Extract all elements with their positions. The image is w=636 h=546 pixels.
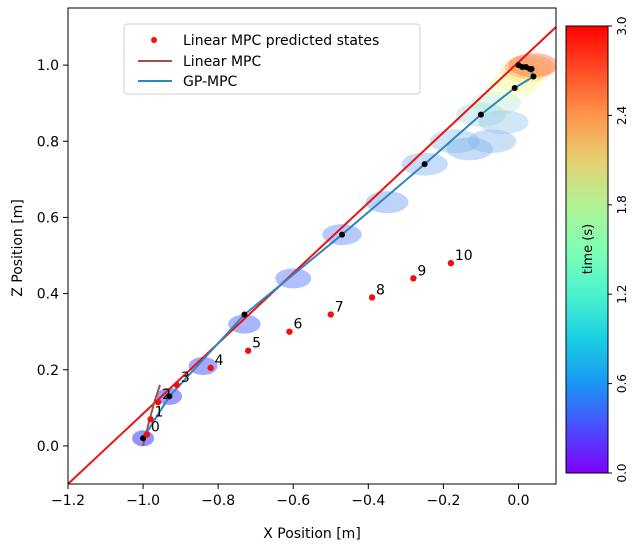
predicted-state-label: 3: [181, 370, 190, 386]
colorbar-tick-label: 0.6: [615, 374, 629, 393]
uncertainty-ellipse: [446, 137, 493, 161]
predicted-state-point: [410, 275, 417, 282]
predicted-state-label: 8: [376, 282, 385, 298]
predicted-state-point: [286, 328, 293, 335]
legend-marker-predicted-states: [151, 37, 157, 43]
predicted-state-label: 6: [293, 317, 302, 333]
predicted-state-label: 7: [335, 300, 344, 316]
plot-frame: [67, 7, 557, 485]
gp-mpc-point: [515, 62, 522, 69]
gp-mpc-point: [166, 393, 173, 400]
colorbar-tick-label: 1.2: [615, 285, 629, 304]
legend-label-gp-mpc: GP-MPC: [183, 74, 238, 90]
gp-mpc-point: [511, 84, 518, 91]
predicted-state-point: [143, 431, 151, 438]
colorbar-gradient: [565, 25, 609, 474]
predicted-state-point: [207, 364, 214, 372]
predicted-state-label: 0: [151, 419, 160, 435]
predicted-state-point: [447, 259, 455, 267]
gp-mpc-point: [339, 231, 346, 238]
y-axis-ticks: 0.0 0.2 0.4 0.6 0.8 1.0: [37, 58, 68, 455]
legend-box: [123, 23, 421, 95]
predicted-state-point: [327, 311, 334, 318]
colorbar-tick-label: 1.8: [615, 195, 629, 214]
predicted-state-label: 2: [162, 387, 171, 403]
predicted-state-point: [244, 347, 252, 354]
uncertainty-ellipse: [478, 110, 529, 135]
predicted-state-point: [173, 381, 181, 389]
colorbar: 0.0 0.6 1.2 1.8 2.4 3.0 time (s): [565, 16, 629, 483]
gp-mpc-markers: [140, 62, 537, 442]
gp-mpc-point: [421, 161, 428, 168]
y-tick-label: 0.8: [37, 134, 59, 150]
x-tick-label: −0.8: [201, 493, 235, 509]
legend-label-linear-mpc: Linear MPC: [183, 54, 261, 70]
gp-mpc-point: [530, 73, 537, 80]
legend: Linear MPC predicted states Linear MPC G…: [123, 23, 421, 95]
predicted-state-label: 1: [155, 404, 164, 420]
uncertainty-ellipses: [132, 53, 556, 447]
colorbar-tick-label: 2.4: [615, 106, 629, 125]
x-tick-label: −1.2: [51, 493, 85, 509]
predicted-state-point: [368, 294, 376, 301]
constraint-line: [68, 26, 556, 484]
x-tick-label: 0.0: [507, 493, 529, 509]
gp-mpc-point: [522, 64, 529, 71]
gp-mpc-point: [241, 311, 248, 318]
predicted-state-label: 4: [215, 353, 224, 369]
x-tick-label: −0.2: [426, 493, 460, 509]
y-tick-label: 0.4: [37, 287, 59, 303]
colorbar-tick-label: 3.0: [615, 16, 629, 35]
uncertainty-ellipse: [228, 314, 261, 334]
legend-label-predicted-states: Linear MPC predicted states: [183, 33, 379, 49]
uncertainty-ellipse: [429, 129, 480, 154]
x-tick-label: −0.6: [276, 493, 310, 509]
predicted-state-label: 10: [455, 248, 473, 264]
predicted-state-point: [154, 398, 162, 406]
colorbar-ticks: 0.0 0.6 1.2 1.8 2.4 3.0: [608, 16, 629, 483]
gp-mpc-line: [142, 64, 535, 439]
uncertainty-ellipse: [365, 191, 409, 214]
colorbar-tick-label: 0.0: [615, 463, 629, 482]
x-tick-label: −0.4: [351, 493, 385, 509]
y-tick-label: 0.6: [37, 210, 59, 226]
gp-mpc-point: [477, 111, 484, 118]
x-axis-label: X Position [m]: [263, 526, 361, 542]
x-tick-label: −1.0: [126, 493, 160, 509]
predicted-state-point: [147, 416, 154, 423]
uncertainty-ellipse: [468, 129, 517, 154]
uncertainty-ellipse: [500, 58, 551, 83]
y-tick-label: 1.0: [37, 58, 59, 74]
x-axis-ticks: −1.2 −1.0 −0.8 −0.6 −0.4 −0.2 0.0: [51, 484, 530, 509]
predicted-state-label: 9: [417, 263, 426, 279]
colorbar-label: time (s): [581, 224, 596, 274]
y-tick-label: 0.0: [37, 439, 59, 455]
uncertainty-ellipse: [275, 268, 312, 289]
gp-mpc-point: [528, 65, 535, 72]
y-tick-label: 0.2: [37, 363, 59, 379]
y-axis-label: Z Position [m]: [10, 199, 26, 297]
gp-mpc-point: [140, 435, 147, 442]
predicted-state-label: 5: [252, 336, 261, 352]
